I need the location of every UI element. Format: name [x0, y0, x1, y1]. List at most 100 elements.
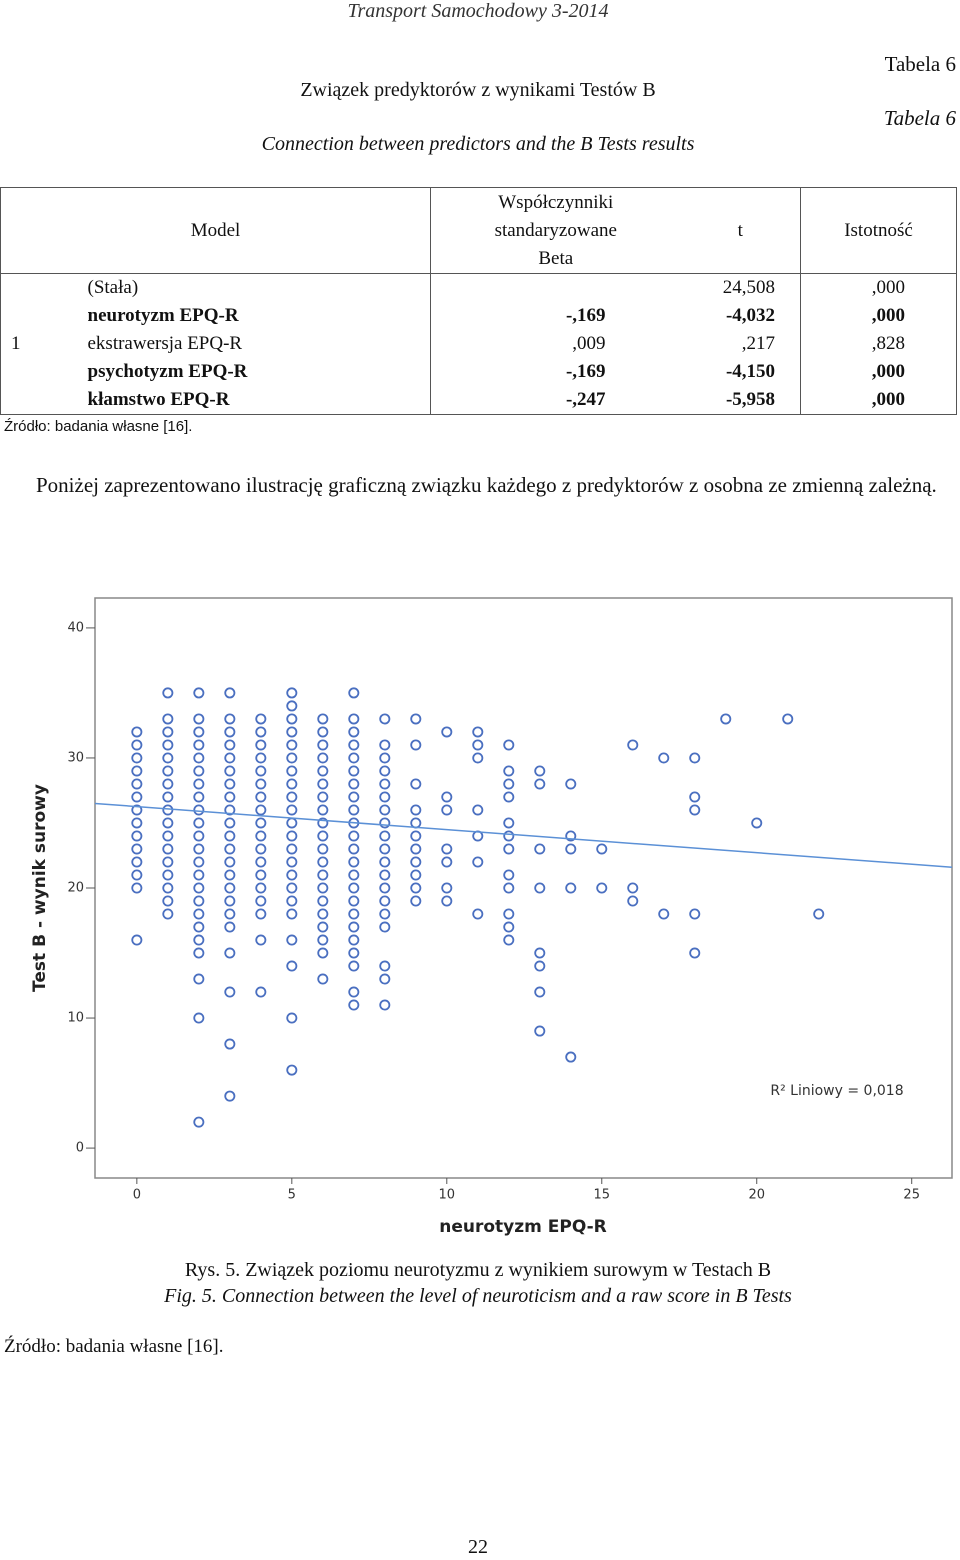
header-cell: Model	[0, 187, 431, 274]
figure-caption: Rys. 5. Związek poziomu neurotyzmu z wyn…	[184, 1259, 772, 1281]
data-point	[317, 804, 329, 816]
data-point	[162, 713, 174, 725]
data-point	[193, 1012, 205, 1024]
data-point	[317, 869, 329, 881]
data-point	[689, 947, 701, 959]
data-point	[286, 687, 298, 699]
data-point	[255, 895, 267, 907]
t-cell: -4,150	[725, 361, 776, 382]
data-point	[224, 830, 236, 842]
data-point	[255, 817, 267, 829]
data-point	[131, 856, 143, 868]
x-tick-label: 10	[439, 1188, 456, 1203]
data-point	[193, 726, 205, 738]
data-point	[224, 687, 236, 699]
data-point	[317, 765, 329, 777]
data-point	[503, 830, 515, 842]
data-point	[193, 882, 205, 894]
data-point	[162, 752, 174, 764]
x-tick-label: 5	[288, 1188, 296, 1203]
data-point	[131, 934, 143, 946]
data-point	[286, 700, 298, 712]
data-point	[348, 934, 360, 946]
data-point	[286, 869, 298, 881]
data-point	[162, 882, 174, 894]
data-point	[565, 830, 577, 842]
data-point	[379, 895, 391, 907]
data-point	[193, 778, 205, 790]
data-point	[255, 908, 267, 920]
t-cell: -4,032	[725, 305, 776, 326]
data-point	[379, 856, 391, 868]
data-point	[224, 713, 236, 725]
data-point	[348, 778, 360, 790]
data-point	[348, 999, 360, 1011]
data-point	[317, 947, 329, 959]
sig-cell: ,828	[800, 330, 957, 358]
data-point	[317, 739, 329, 751]
results-table: Model Współczynniki standaryzowane Beta t Is…	[0, 187, 958, 415]
data-point	[255, 765, 267, 777]
data-point	[348, 804, 360, 816]
data-point	[193, 739, 205, 751]
data-point	[131, 817, 143, 829]
x-tick-label: 25	[903, 1188, 920, 1203]
data-point	[286, 830, 298, 842]
data-point	[162, 869, 174, 881]
data-point	[503, 791, 515, 803]
data-point	[534, 986, 546, 998]
page-number: 22	[468, 1536, 488, 1558]
data-point	[534, 765, 546, 777]
data-point	[224, 986, 236, 998]
data-point	[317, 830, 329, 842]
data-point	[348, 830, 360, 842]
table-number: Tabela 6	[884, 52, 956, 76]
data-point	[224, 752, 236, 764]
data-point	[193, 843, 205, 855]
data-point	[162, 856, 174, 868]
data-point	[379, 999, 391, 1011]
data-point	[503, 843, 515, 855]
x-tick-label: 20	[748, 1188, 765, 1203]
data-point	[503, 921, 515, 933]
data-point	[534, 778, 546, 790]
table-title-en: Connection between predictors and the B …	[261, 133, 695, 155]
data-point	[348, 960, 360, 972]
data-point	[534, 960, 546, 972]
data-point	[658, 908, 670, 920]
data-point	[317, 843, 329, 855]
data-point	[720, 713, 732, 725]
data-point	[224, 1090, 236, 1102]
data-point	[317, 726, 329, 738]
data-point	[255, 843, 267, 855]
data-point	[255, 882, 267, 894]
data-point	[224, 921, 236, 933]
data-point	[255, 804, 267, 816]
data-point	[410, 804, 422, 816]
data-point	[348, 856, 360, 868]
header-subtext: Beta	[538, 247, 574, 269]
data-point	[317, 856, 329, 868]
data-point	[224, 1038, 236, 1050]
data-point	[410, 869, 422, 881]
data-point	[286, 843, 298, 855]
data-point	[162, 895, 174, 907]
data-point	[348, 752, 360, 764]
data-point	[348, 882, 360, 894]
data-point	[193, 921, 205, 933]
data-point	[131, 791, 143, 803]
row-label: kłamstwo EPQ-R	[87, 389, 230, 410]
data-point	[379, 908, 391, 920]
t-cell: ,217	[741, 333, 776, 354]
data-point	[472, 726, 484, 738]
data-point	[627, 895, 639, 907]
data-point	[131, 804, 143, 816]
data-point	[410, 817, 422, 829]
data-point	[348, 986, 360, 998]
data-point	[379, 752, 391, 764]
data-point	[255, 869, 267, 881]
data-point	[224, 765, 236, 777]
data-point	[317, 973, 329, 985]
data-point	[131, 739, 143, 751]
